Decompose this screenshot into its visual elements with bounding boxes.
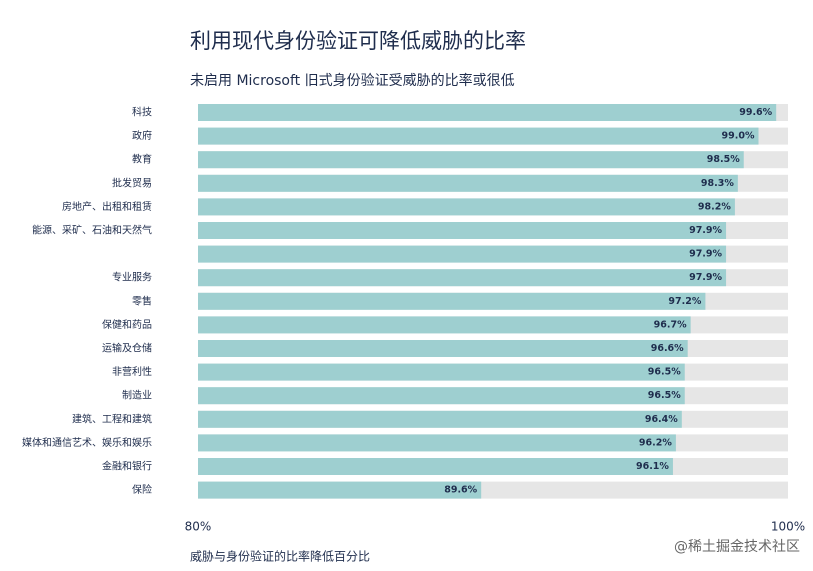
value-label: 97.9%: [689, 225, 722, 236]
bar: [198, 222, 727, 239]
value-label: 98.5%: [707, 154, 740, 165]
bar: [198, 387, 685, 405]
category-label: 教育: [132, 153, 152, 166]
bar: [198, 127, 759, 145]
bar: [198, 198, 735, 216]
bar: [198, 481, 482, 499]
category-label: 非营利性: [112, 365, 152, 378]
bar: [198, 340, 688, 357]
category-label: 运输及仓储: [102, 342, 152, 355]
chart-subtitle: 未启用 Microsoft 旧式身份验证受威胁的比率或很低: [190, 72, 515, 89]
value-label: 96.6%: [651, 343, 684, 354]
watermark: @稀土掘金技术社区: [674, 539, 800, 555]
value-label: 96.1%: [636, 461, 669, 472]
chart-title: 利用现代身份验证可降低威胁的比率: [190, 29, 526, 53]
value-label: 97.9%: [689, 249, 722, 260]
category-label: 批发贸易: [112, 176, 152, 189]
category-label: 金融和银行: [102, 460, 152, 473]
category-label: 房地产、出租和租赁: [62, 200, 152, 213]
value-label: 96.7%: [654, 319, 687, 330]
value-label: 99.0%: [722, 131, 755, 142]
value-label: 97.2%: [668, 296, 701, 307]
category-label: 建筑、工程和建筑: [72, 412, 152, 425]
bar: [198, 269, 727, 287]
bar: [198, 458, 673, 475]
value-label: 98.3%: [701, 178, 734, 189]
value-label: 96.5%: [648, 367, 681, 378]
value-label: 96.4%: [645, 414, 678, 425]
bar: [198, 174, 738, 192]
bar: [198, 292, 706, 310]
bar: [198, 316, 691, 334]
value-label: 98.2%: [698, 201, 731, 212]
value-label: 96.2%: [639, 437, 672, 448]
category-label: 制造业: [122, 389, 152, 402]
bar: [198, 434, 676, 452]
bar: [198, 410, 682, 428]
x-axis-label: 威胁与身份验证的比率降低百分比: [190, 549, 370, 564]
category-label: 保险: [132, 483, 152, 496]
category-label: 专业服务: [112, 271, 152, 284]
category-label: 科技: [132, 106, 152, 119]
bar: [198, 151, 744, 169]
category-label: 能源、采矿、石油和天然气: [32, 224, 152, 237]
bar: [198, 245, 727, 263]
value-label: 97.9%: [689, 272, 722, 283]
value-label: 96.5%: [648, 390, 681, 401]
bar: [198, 104, 777, 121]
value-label: 99.6%: [739, 107, 772, 118]
category-label: 零售: [132, 294, 152, 307]
category-label: 保健和药品: [102, 318, 152, 331]
bar: [198, 363, 685, 381]
x-tick-label: 100%: [771, 520, 805, 534]
value-label: 89.6%: [444, 485, 477, 496]
category-label: 媒体和通信艺术、娱乐和娱乐: [22, 436, 152, 449]
x-tick-label: 80%: [185, 520, 212, 534]
category-label: 政府: [132, 129, 152, 142]
